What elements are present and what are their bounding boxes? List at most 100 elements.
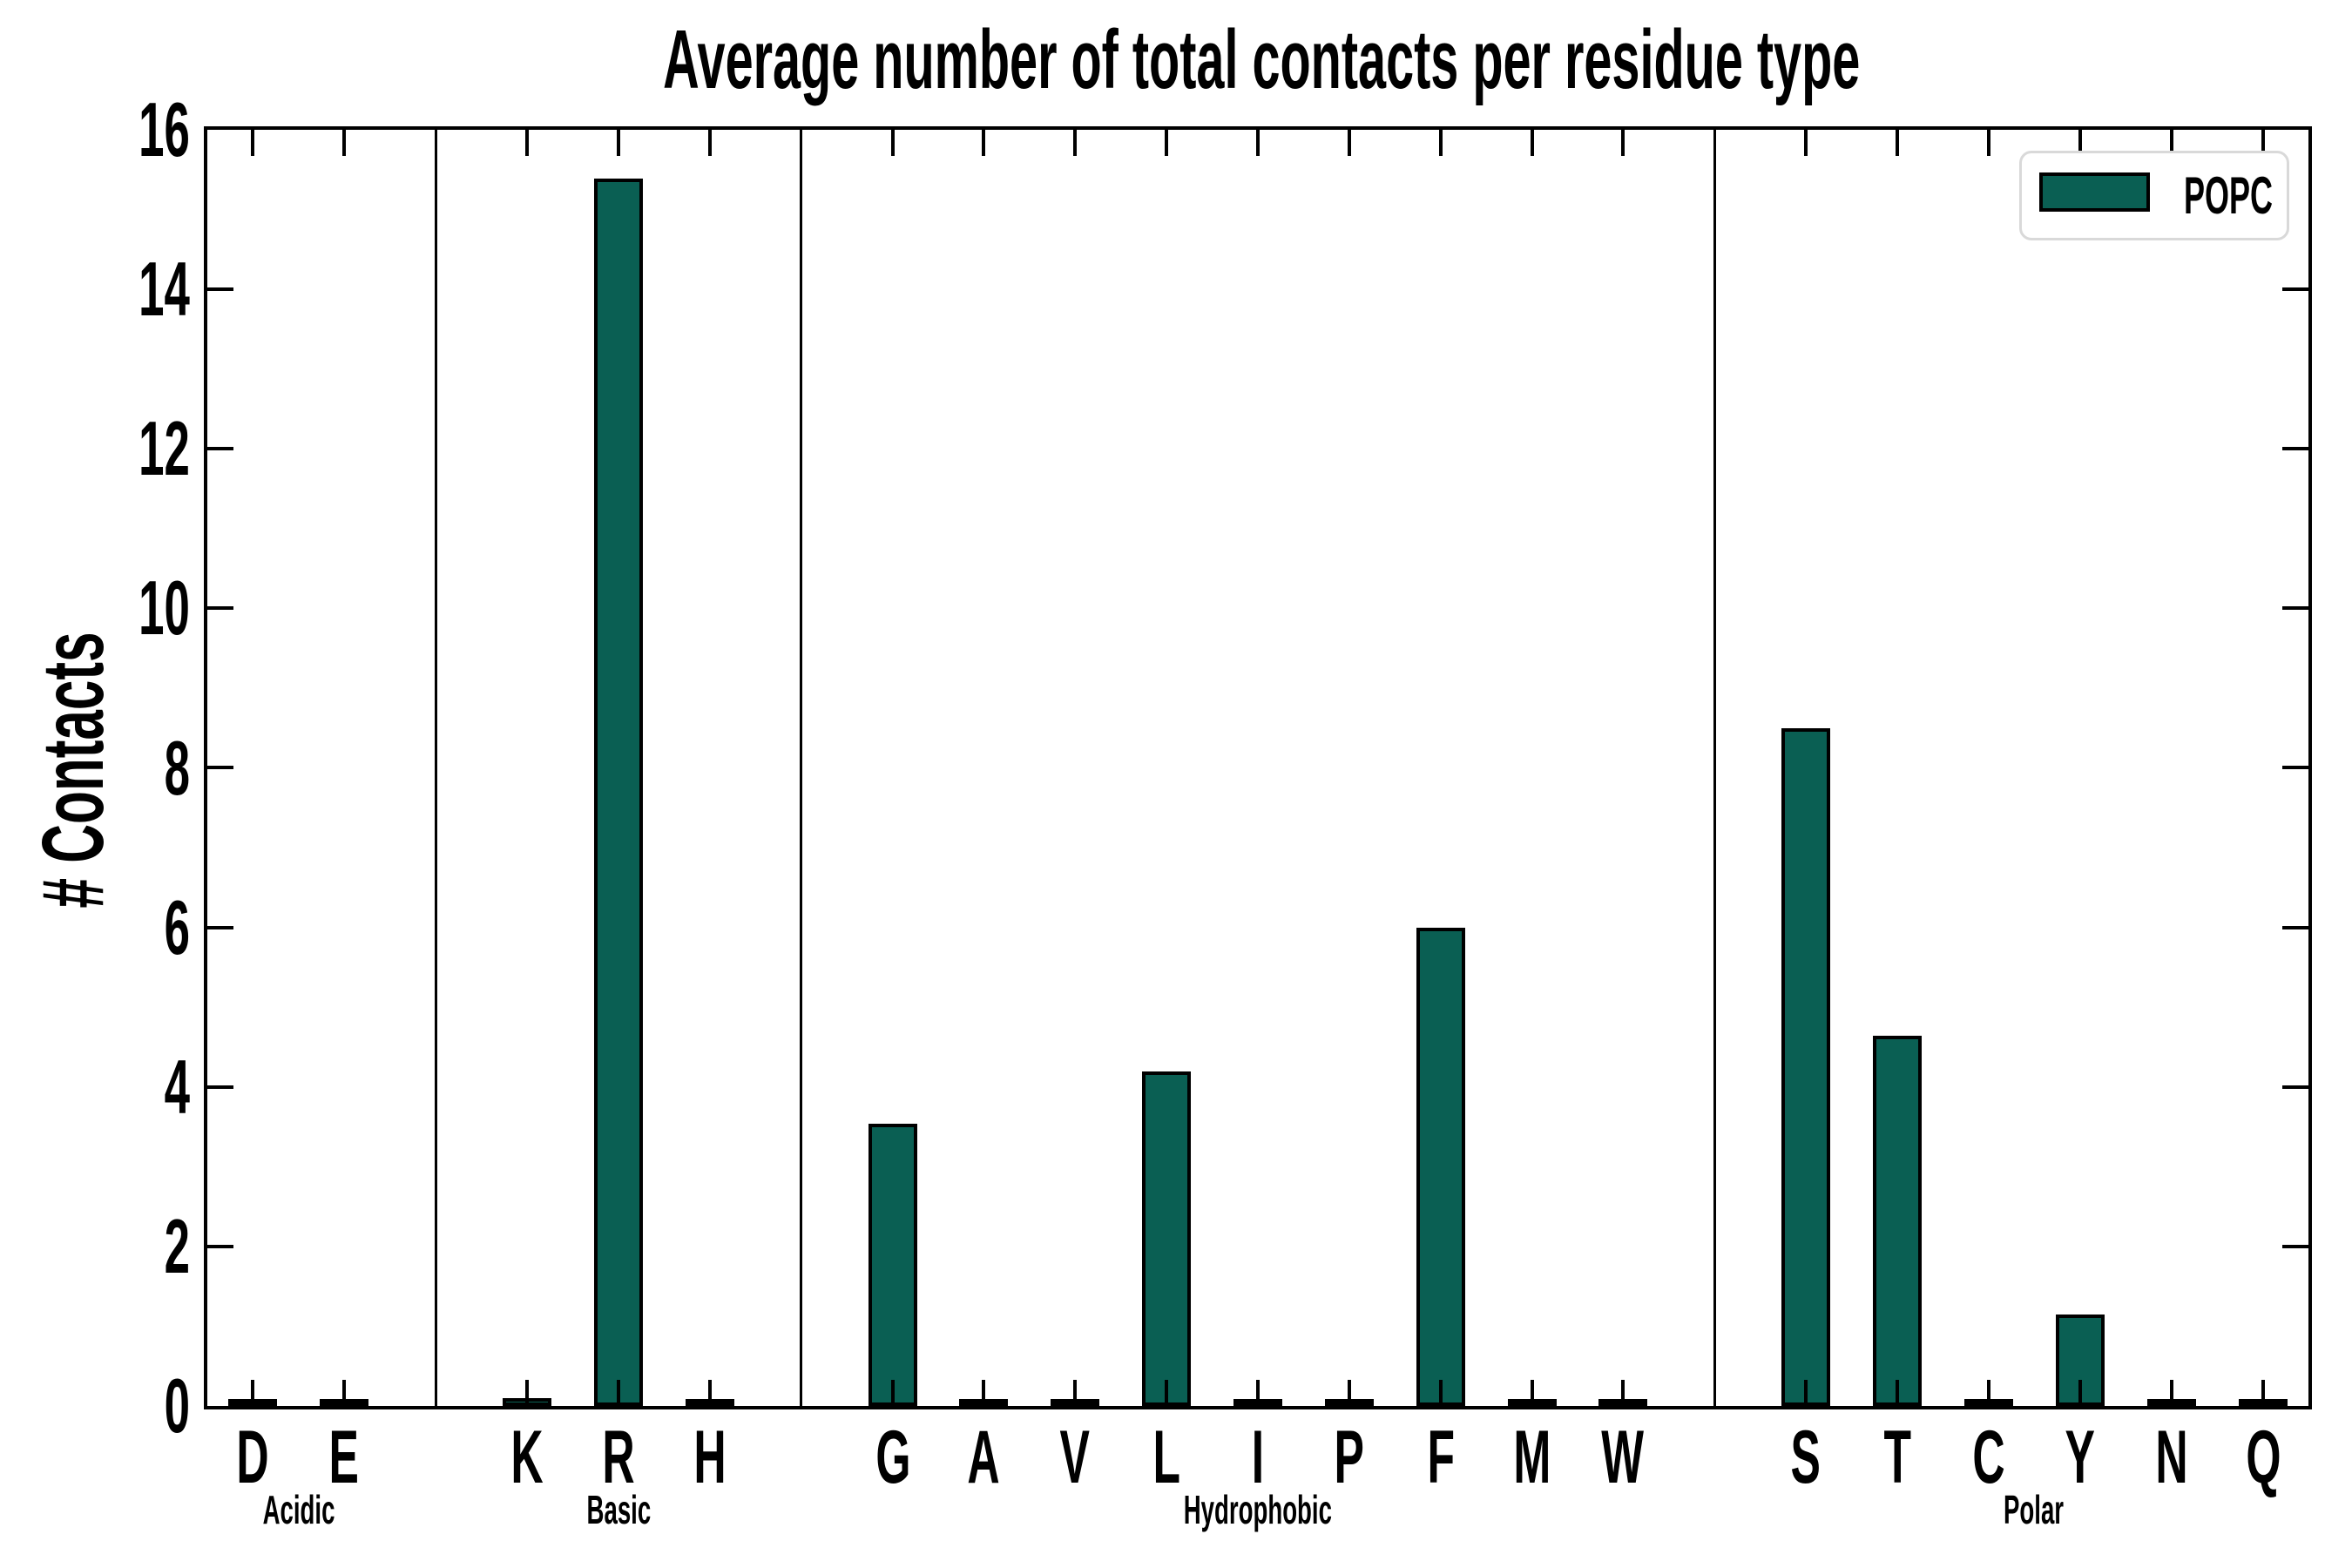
x-tick-bottom (1256, 1380, 1260, 1406)
x-tick-label-C: C (1919, 1418, 2058, 1497)
residue-letter: L (1152, 1416, 1180, 1499)
x-tick-label-D: D (183, 1418, 322, 1497)
group-label-basic: Basic (444, 1486, 793, 1533)
y-tick-label-14: 14 (0, 251, 190, 328)
group-label-hydrophobic: Hydrophobic (1084, 1486, 1432, 1533)
y-tick-left (207, 926, 233, 929)
y-tick-right (2282, 287, 2308, 291)
legend-label: POPC (2184, 166, 2274, 225)
residue-letter: W (1601, 1416, 1645, 1499)
group-label-acidic: Acidic (125, 1486, 473, 1533)
residue-letter: D (236, 1416, 269, 1499)
x-tick-bottom (707, 1380, 712, 1406)
x-tick-bottom (251, 1380, 255, 1406)
x-tick-top (525, 130, 530, 156)
bar-L (1142, 1071, 1191, 1406)
y-tick-left (207, 287, 233, 291)
group-divider (434, 130, 437, 1406)
x-tick-label-P: P (1280, 1418, 1419, 1497)
bar-R (594, 179, 643, 1406)
x-tick-bottom (1438, 1380, 1443, 1406)
group-name: Polar (2004, 1487, 2065, 1532)
group-name: Basic (586, 1487, 651, 1532)
residue-letter: P (1334, 1416, 1365, 1499)
y-tick-value: 4 (164, 1044, 190, 1130)
residue-letter: Y (2065, 1416, 2096, 1499)
x-tick-top (616, 130, 620, 156)
x-tick-bottom (525, 1380, 530, 1406)
x-tick-top (2078, 130, 2082, 156)
y-tick-left (207, 766, 233, 769)
x-tick-top (251, 130, 255, 156)
bar-T (1873, 1036, 1922, 1406)
x-tick-top (2261, 130, 2265, 156)
y-tick-label-16: 16 (0, 91, 190, 168)
y-tick-value: 6 (164, 884, 190, 970)
residue-letter: Q (2245, 1416, 2281, 1499)
y-tick-right (2282, 606, 2308, 610)
x-tick-label-Q: Q (2193, 1418, 2333, 1497)
bar-F (1416, 928, 1465, 1406)
y-tick-label-6: 6 (0, 889, 190, 966)
y-tick-label-10: 10 (0, 570, 190, 646)
x-tick-bottom (342, 1380, 347, 1406)
chart-title: Average number of total contacts per res… (207, 12, 2315, 108)
x-tick-bottom (1986, 1380, 1990, 1406)
y-tick-value: 16 (139, 86, 190, 172)
x-tick-bottom (2078, 1380, 2082, 1406)
y-tick-left (207, 1245, 233, 1248)
x-tick-top (1256, 130, 1260, 156)
x-tick-bottom (1347, 1380, 1351, 1406)
y-tick-value: 10 (139, 564, 190, 651)
y-tick-right (2282, 447, 2308, 450)
y-tick-right (2282, 1245, 2308, 1248)
x-tick-bottom (1804, 1380, 1808, 1406)
group-name: Hydrophobic (1183, 1487, 1333, 1532)
x-tick-top (982, 130, 986, 156)
residue-letter: F (1427, 1416, 1455, 1499)
legend-swatch-popc (2039, 172, 2150, 212)
x-tick-bottom (2261, 1380, 2265, 1406)
chart-title-text: Average number of total contacts per res… (662, 13, 1861, 106)
residue-letter: G (875, 1416, 911, 1499)
bar-G (868, 1124, 917, 1406)
residue-letter: M (1513, 1416, 1551, 1499)
x-tick-label-F: F (1371, 1418, 1511, 1497)
y-tick-value: 14 (139, 246, 190, 332)
x-tick-label-E: E (274, 1418, 414, 1497)
x-tick-bottom (982, 1380, 986, 1406)
y-tick-label-12: 12 (0, 410, 190, 487)
residue-letter: A (967, 1416, 1000, 1499)
group-divider (800, 130, 803, 1406)
group-label-polar: Polar (1860, 1486, 2208, 1533)
y-tick-right (2282, 766, 2308, 769)
x-tick-top (1073, 130, 1078, 156)
x-tick-top (1804, 130, 1808, 156)
y-tick-label-0: 0 (0, 1368, 190, 1444)
x-tick-bottom (1165, 1380, 1169, 1406)
x-tick-label-M: M (1463, 1418, 1602, 1497)
residue-letter: C (1972, 1416, 2005, 1499)
x-tick-top (707, 130, 712, 156)
residue-letter: S (1790, 1416, 1821, 1499)
x-tick-label-W: W (1553, 1418, 1693, 1497)
x-tick-top (1530, 130, 1534, 156)
x-tick-bottom (616, 1380, 620, 1406)
x-tick-top (342, 130, 347, 156)
residue-letter: I (1251, 1416, 1265, 1499)
x-tick-top (1438, 130, 1443, 156)
x-tick-label-S: S (1736, 1418, 1876, 1497)
x-tick-bottom (1621, 1380, 1625, 1406)
y-tick-right (2282, 926, 2308, 929)
x-tick-label-T: T (1828, 1418, 1967, 1497)
x-tick-top (1347, 130, 1351, 156)
x-tick-label-H: H (640, 1418, 780, 1497)
x-tick-label-A: A (914, 1418, 1053, 1497)
group-divider (1713, 130, 1716, 1406)
x-tick-top (2169, 130, 2173, 156)
x-tick-label-Y: Y (2011, 1418, 2150, 1497)
x-tick-label-N: N (2102, 1418, 2241, 1497)
x-tick-label-K: K (457, 1418, 597, 1497)
plot-area (204, 126, 2312, 1409)
